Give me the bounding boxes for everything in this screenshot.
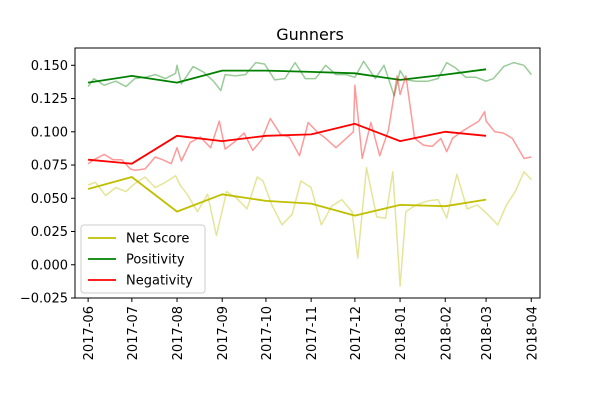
y-tick-label: 0.075 bbox=[31, 159, 68, 174]
chart-title: Gunners bbox=[276, 25, 344, 44]
x-tick-label: 2018-04 bbox=[525, 306, 540, 360]
y-tick-label: 0.100 bbox=[31, 125, 68, 140]
y-tick-label: 0.050 bbox=[31, 192, 68, 207]
negativity-smoothed-line bbox=[88, 122, 487, 165]
y-tick-label: 0.025 bbox=[31, 225, 68, 240]
x-tick-label: 2018-01 bbox=[394, 306, 409, 360]
y-tick-label: −0.025 bbox=[20, 292, 68, 307]
positivity-raw-line bbox=[87, 60, 532, 97]
legend-label-negativity: Negativity bbox=[126, 274, 193, 289]
legend-box bbox=[80, 224, 206, 294]
net-score-smoothed-line bbox=[87, 176, 487, 217]
x-tick-label: 2017-07 bbox=[126, 306, 141, 360]
y-tick-label: 0.125 bbox=[31, 92, 68, 107]
y-tick-label: 0.000 bbox=[31, 258, 68, 273]
net-score-raw-line bbox=[87, 166, 532, 287]
y-tick-label: 0.150 bbox=[31, 59, 68, 74]
positivity-smoothed-line bbox=[87, 68, 487, 84]
legend-label-net-score: Net Score bbox=[126, 232, 189, 247]
x-tick-label: 2017-08 bbox=[171, 306, 186, 360]
x-tick-label: 2017-10 bbox=[260, 306, 275, 360]
legend: Net Score Positivity Negativity bbox=[80, 224, 206, 294]
x-tick-label: 2018-02 bbox=[439, 306, 454, 360]
legend-label-positivity: Positivity bbox=[126, 253, 185, 268]
axes: −0.025 0.000 0.025 0.050 0.075 0.100 0.125 0.15… bbox=[20, 59, 540, 361]
x-tick-label: 2017-09 bbox=[216, 306, 231, 360]
plot-area bbox=[87, 60, 532, 287]
x-tick-label: 2018-03 bbox=[480, 306, 495, 360]
x-tick-label: 2017-12 bbox=[349, 306, 364, 360]
x-tick-label: 2017-06 bbox=[82, 306, 97, 360]
plot-frame bbox=[74, 47, 541, 299]
x-tick-label: 2017-11 bbox=[305, 306, 320, 360]
